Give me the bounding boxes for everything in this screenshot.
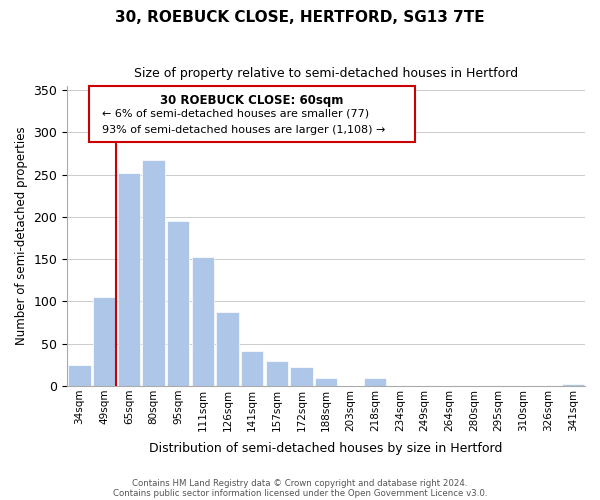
Bar: [68, 365, 91, 386]
FancyBboxPatch shape: [89, 86, 415, 142]
Bar: [266, 360, 288, 386]
Text: Contains public sector information licensed under the Open Government Licence v3: Contains public sector information licen…: [113, 488, 487, 498]
Text: 30, ROEBUCK CLOSE, HERTFORD, SG13 7TE: 30, ROEBUCK CLOSE, HERTFORD, SG13 7TE: [115, 10, 485, 25]
Bar: [217, 312, 239, 386]
Y-axis label: Number of semi-detached properties: Number of semi-detached properties: [15, 126, 28, 345]
Bar: [364, 378, 386, 386]
Bar: [191, 258, 214, 386]
Bar: [118, 173, 140, 386]
Bar: [241, 352, 263, 386]
Text: 30 ROEBUCK CLOSE: 60sqm: 30 ROEBUCK CLOSE: 60sqm: [160, 94, 344, 106]
Text: 93% of semi-detached houses are larger (1,108) →: 93% of semi-detached houses are larger (…: [102, 125, 386, 135]
Bar: [562, 384, 584, 386]
X-axis label: Distribution of semi-detached houses by size in Hertford: Distribution of semi-detached houses by …: [149, 442, 503, 455]
Bar: [93, 297, 115, 386]
Text: Contains HM Land Registry data © Crown copyright and database right 2024.: Contains HM Land Registry data © Crown c…: [132, 478, 468, 488]
Bar: [315, 378, 337, 386]
Bar: [142, 160, 164, 386]
Bar: [290, 368, 313, 386]
Text: ← 6% of semi-detached houses are smaller (77): ← 6% of semi-detached houses are smaller…: [102, 108, 369, 118]
Bar: [167, 221, 189, 386]
Title: Size of property relative to semi-detached houses in Hertford: Size of property relative to semi-detach…: [134, 68, 518, 80]
